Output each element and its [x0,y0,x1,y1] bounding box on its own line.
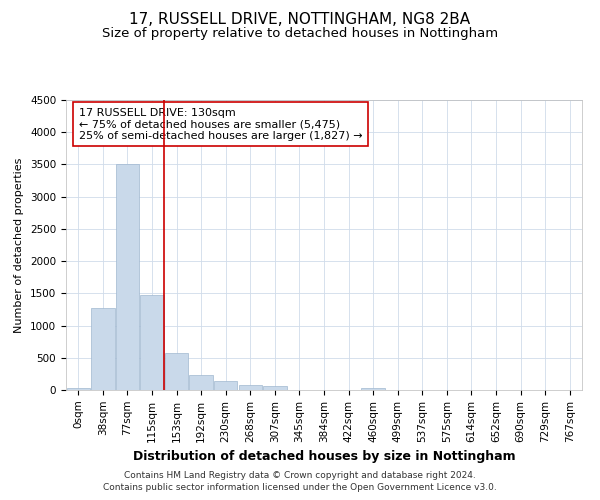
Text: Size of property relative to detached houses in Nottingham: Size of property relative to detached ho… [102,28,498,40]
Y-axis label: Number of detached properties: Number of detached properties [14,158,25,332]
Bar [140,294,164,390]
Bar [190,374,213,390]
Bar [361,388,385,390]
X-axis label: Distribution of detached houses by size in Nottingham: Distribution of detached houses by size … [133,450,515,463]
Text: Contains HM Land Registry data © Crown copyright and database right 2024.
Contai: Contains HM Land Registry data © Crown c… [103,471,497,492]
Bar [214,381,238,390]
Bar [116,164,139,390]
Bar [91,308,115,390]
Bar [67,388,90,390]
Bar [263,386,287,390]
Text: 17 RUSSELL DRIVE: 130sqm
← 75% of detached houses are smaller (5,475)
25% of sem: 17 RUSSELL DRIVE: 130sqm ← 75% of detach… [79,108,362,141]
Bar [239,385,262,390]
Text: 17, RUSSELL DRIVE, NOTTINGHAM, NG8 2BA: 17, RUSSELL DRIVE, NOTTINGHAM, NG8 2BA [130,12,470,28]
Bar [165,354,188,390]
